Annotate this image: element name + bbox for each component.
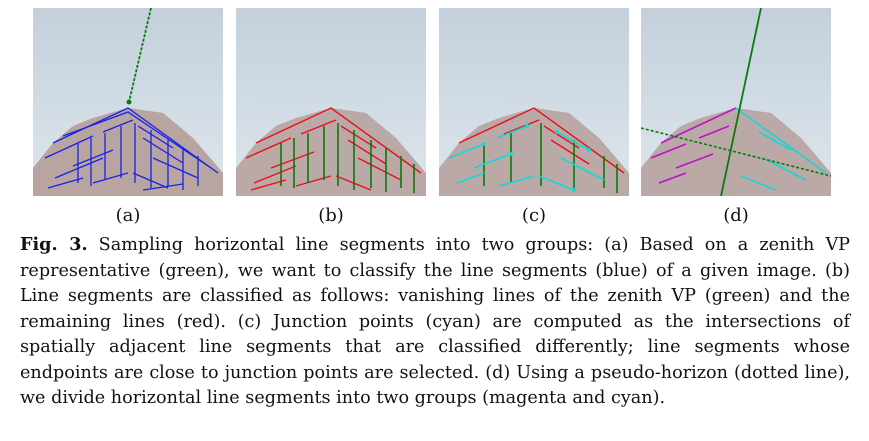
panel-a-image (33, 8, 223, 196)
panel-d-label: (d) (641, 205, 831, 227)
panel-c-label: (c) (439, 205, 629, 227)
panel-c (439, 8, 629, 196)
figure-caption: Fig. 3. Sampling horizontal line segment… (20, 232, 850, 412)
panel-b-image (236, 8, 426, 196)
panel-d (641, 8, 831, 196)
panel-a-label: (a) (33, 205, 223, 227)
caption-text: Sampling horizontal line segments into t… (20, 235, 850, 408)
panel-b (236, 8, 426, 196)
panel-a (33, 8, 223, 196)
panel-c-image (439, 8, 629, 196)
panel-d-image (641, 8, 831, 196)
panel-b-label: (b) (236, 205, 426, 227)
figure-label: Fig. 3. (20, 234, 88, 255)
